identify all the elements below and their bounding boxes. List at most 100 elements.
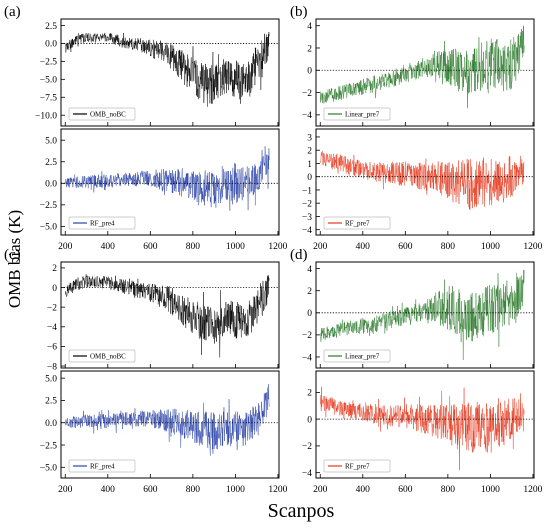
y-tick-label: 4 — [307, 22, 312, 32]
panel-label: (c) — [4, 247, 21, 263]
y-tick-label: −4 — [47, 323, 57, 333]
x-tick-label: 800 — [441, 485, 456, 495]
y-tick-label: 2 — [52, 264, 57, 274]
y-tick-label: −8 — [47, 362, 57, 372]
panel-c-bottom: 5.0 2.5 0.0 −2.5 −5.0 RF_pre4 — [40, 370, 280, 479]
y-tick-label: −3 — [302, 213, 312, 223]
panel-d-top: 4 2 0 −2 −4 Linear_pre7 — [302, 261, 535, 369]
plot-frame — [315, 370, 535, 479]
y-tick-label: 1 — [307, 160, 312, 170]
x-tick-labels: 200 400 600 800 1000 1200 — [58, 242, 288, 252]
legend-box — [68, 459, 136, 473]
x-tick-label: 1200 — [523, 242, 542, 252]
series-line-RF_pre4 — [65, 146, 270, 211]
y-tick-label: 0.0 — [45, 180, 57, 190]
legend-label: Linear_pre7 — [345, 352, 380, 360]
legend-label: OMB_noBC — [90, 110, 126, 118]
y-tick-label: −5.0 — [40, 76, 57, 86]
legend-box — [68, 349, 136, 363]
legend: RF_pre7 — [323, 216, 391, 230]
x-tick-label: 400 — [101, 485, 116, 495]
series-line-Linear_pre7 — [320, 25, 525, 109]
y-tick-label: 4 — [307, 265, 312, 275]
y-tick-label: −4 — [302, 111, 312, 121]
legend-box — [323, 459, 391, 473]
y-tick-label: 0.0 — [45, 40, 57, 50]
x-axis-title: Scanpos — [268, 500, 335, 522]
x-tick-label: 1200 — [523, 485, 542, 495]
y-tick-label: −10.0 — [35, 112, 57, 122]
y-tick-label: −5.0 — [40, 464, 57, 474]
x-tick-label: 400 — [356, 485, 371, 495]
y-tick-label: −2 — [302, 89, 312, 99]
legend-label: RF_pre4 — [90, 219, 115, 227]
legend: OMB_noBC — [68, 349, 136, 363]
panel-a-top: 2.5 0.0 −2.5 −5.0 −7.5 −10.0 OMB_noBC — [35, 18, 280, 127]
y-tick-label: 0 — [52, 284, 57, 294]
plot-frame — [60, 370, 280, 479]
x-tick-labels: 200 400 600 800 1000 1200 — [313, 242, 543, 252]
x-tick-label: 600 — [143, 485, 158, 495]
x-tick-label: 200 — [313, 485, 328, 495]
x-tick-label: 600 — [398, 242, 413, 252]
series-line-Linear_pre7 — [320, 269, 525, 361]
legend-box — [323, 216, 391, 230]
y-tick-label: 2.5 — [45, 397, 57, 407]
legend: Linear_pre7 — [323, 349, 391, 363]
legend: RF_pre4 — [68, 216, 136, 230]
y-tick-label: 2 — [307, 44, 312, 54]
panel-label: (d) — [290, 247, 308, 263]
y-tick-label: −2 — [47, 303, 57, 313]
legend-label: RF_pre7 — [345, 219, 370, 227]
x-tick-label: 1200 — [268, 242, 287, 252]
x-tick-label: 600 — [143, 242, 158, 252]
plot-frame — [315, 128, 535, 236]
panel-c-top: 2 0 −2 −4 −6 −8 OMB_noBC — [47, 261, 280, 372]
y-axis-title: OMB bias (K) — [5, 210, 24, 308]
legend-label: RF_pre4 — [90, 462, 115, 470]
x-tick-label: 1000 — [226, 485, 245, 495]
panel-label: (a) — [4, 4, 21, 20]
x-tick-label: 200 — [58, 242, 73, 252]
x-tick-label: 600 — [398, 485, 413, 495]
legend-box — [68, 107, 136, 121]
x-tick-label: 800 — [186, 485, 201, 495]
x-tick-label: 1200 — [268, 485, 287, 495]
series-line-RF_pre7 — [320, 386, 525, 471]
y-tick-label: −4 — [302, 226, 312, 236]
series-line-OMB_noBC — [65, 273, 270, 358]
y-tick-label: 0 — [307, 415, 312, 425]
plot-frame — [60, 128, 280, 236]
panel-b-top: 4 2 0 −2 −4 Linear_pre7 — [302, 18, 535, 127]
y-tick-label: −1 — [302, 186, 312, 196]
legend-label: Linear_pre7 — [345, 110, 380, 118]
y-tick-label: 2 — [307, 287, 312, 297]
y-tick-label: −2.5 — [40, 201, 57, 211]
y-tick-label: −6 — [47, 343, 57, 353]
panel-b-bottom: 3 2 1 0 −1 −2 −3 −4 RF_pre7 — [302, 128, 535, 236]
y-tick-label: −2.5 — [40, 58, 57, 68]
y-tick-label: 3 — [307, 133, 312, 143]
plot-frame — [315, 18, 535, 127]
series-line-OMB_noBC — [65, 31, 270, 107]
legend-box — [68, 216, 136, 230]
x-tick-label: 800 — [186, 242, 201, 252]
y-tick-label: −5.0 — [40, 223, 57, 233]
legend-box — [323, 107, 391, 121]
panel-a-bottom: 5.0 2.5 0.0 −2.5 −5.0 RF_pre4 — [40, 128, 280, 236]
y-tick-label: 2 — [307, 147, 312, 157]
y-tick-label: −2.5 — [40, 441, 57, 451]
y-tick-label: −2 — [302, 200, 312, 210]
y-tick-label: −2 — [302, 442, 312, 452]
series-line-RF_pre4 — [65, 383, 270, 456]
y-tick-label: −7.5 — [40, 94, 57, 104]
legend: OMB_noBC — [68, 107, 136, 121]
y-tick-label: −4 — [302, 353, 312, 363]
plot-frame — [60, 18, 280, 127]
legend: RF_pre7 — [323, 459, 391, 473]
x-tick-label: 800 — [441, 242, 456, 252]
x-tick-label: 1000 — [226, 242, 245, 252]
x-tick-labels: 200 400 600 800 1000 1200 — [313, 485, 543, 495]
panel-label: (b) — [290, 4, 308, 20]
plot-frame — [315, 261, 535, 369]
